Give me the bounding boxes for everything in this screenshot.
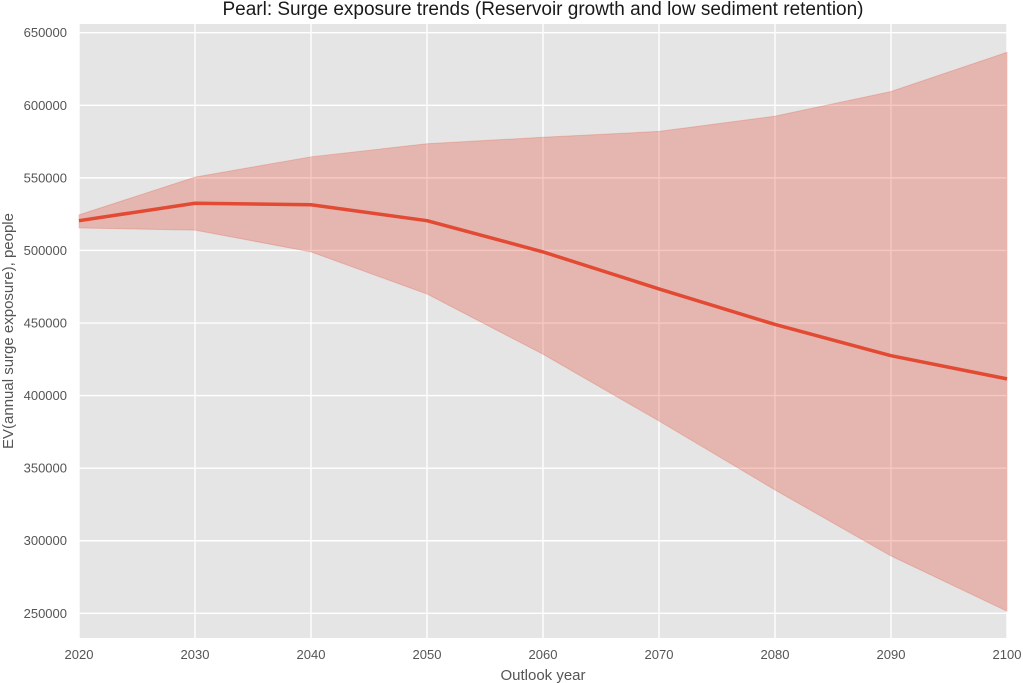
x-tick-label: 2100 bbox=[993, 647, 1022, 662]
x-tick-label: 2050 bbox=[413, 647, 442, 662]
x-tick-label: 2060 bbox=[529, 647, 558, 662]
series-line bbox=[78, 201, 1008, 381]
y-tick-label: 550000 bbox=[24, 170, 67, 185]
y-tick-label: 250000 bbox=[24, 606, 67, 621]
x-tick-label: 2030 bbox=[181, 647, 210, 662]
y-tick-label: 600000 bbox=[24, 98, 67, 113]
y-tick-label: 300000 bbox=[24, 533, 67, 548]
x-tick-label: 2080 bbox=[761, 647, 790, 662]
y-tick-label: 500000 bbox=[24, 243, 67, 258]
x-axis-title: Outlook year bbox=[500, 667, 585, 683]
chart-title: Pearl: Surge exposure trends (Reservoir … bbox=[222, 0, 863, 20]
y-tick-label: 400000 bbox=[24, 388, 67, 403]
uncertainty-band bbox=[78, 51, 1008, 612]
x-tick-label: 2090 bbox=[877, 647, 906, 662]
y-tick-label: 650000 bbox=[24, 25, 67, 40]
x-tick-label: 2040 bbox=[297, 647, 326, 662]
y-tick-label: 350000 bbox=[24, 461, 67, 476]
y-axis-title: EV(annual surge exposure), people bbox=[0, 213, 17, 449]
x-axis-ticks: 2020 2030 2040 2050 2060 2070 2080 2090 2100 bbox=[65, 647, 1022, 662]
y-tick-label: 450000 bbox=[24, 316, 67, 331]
y-axis-ticks: 250000 300000 350000 400000 450000 500000 5500… bbox=[24, 25, 67, 621]
x-tick-label: 2020 bbox=[65, 647, 94, 662]
x-tick-label: 2070 bbox=[645, 647, 674, 662]
